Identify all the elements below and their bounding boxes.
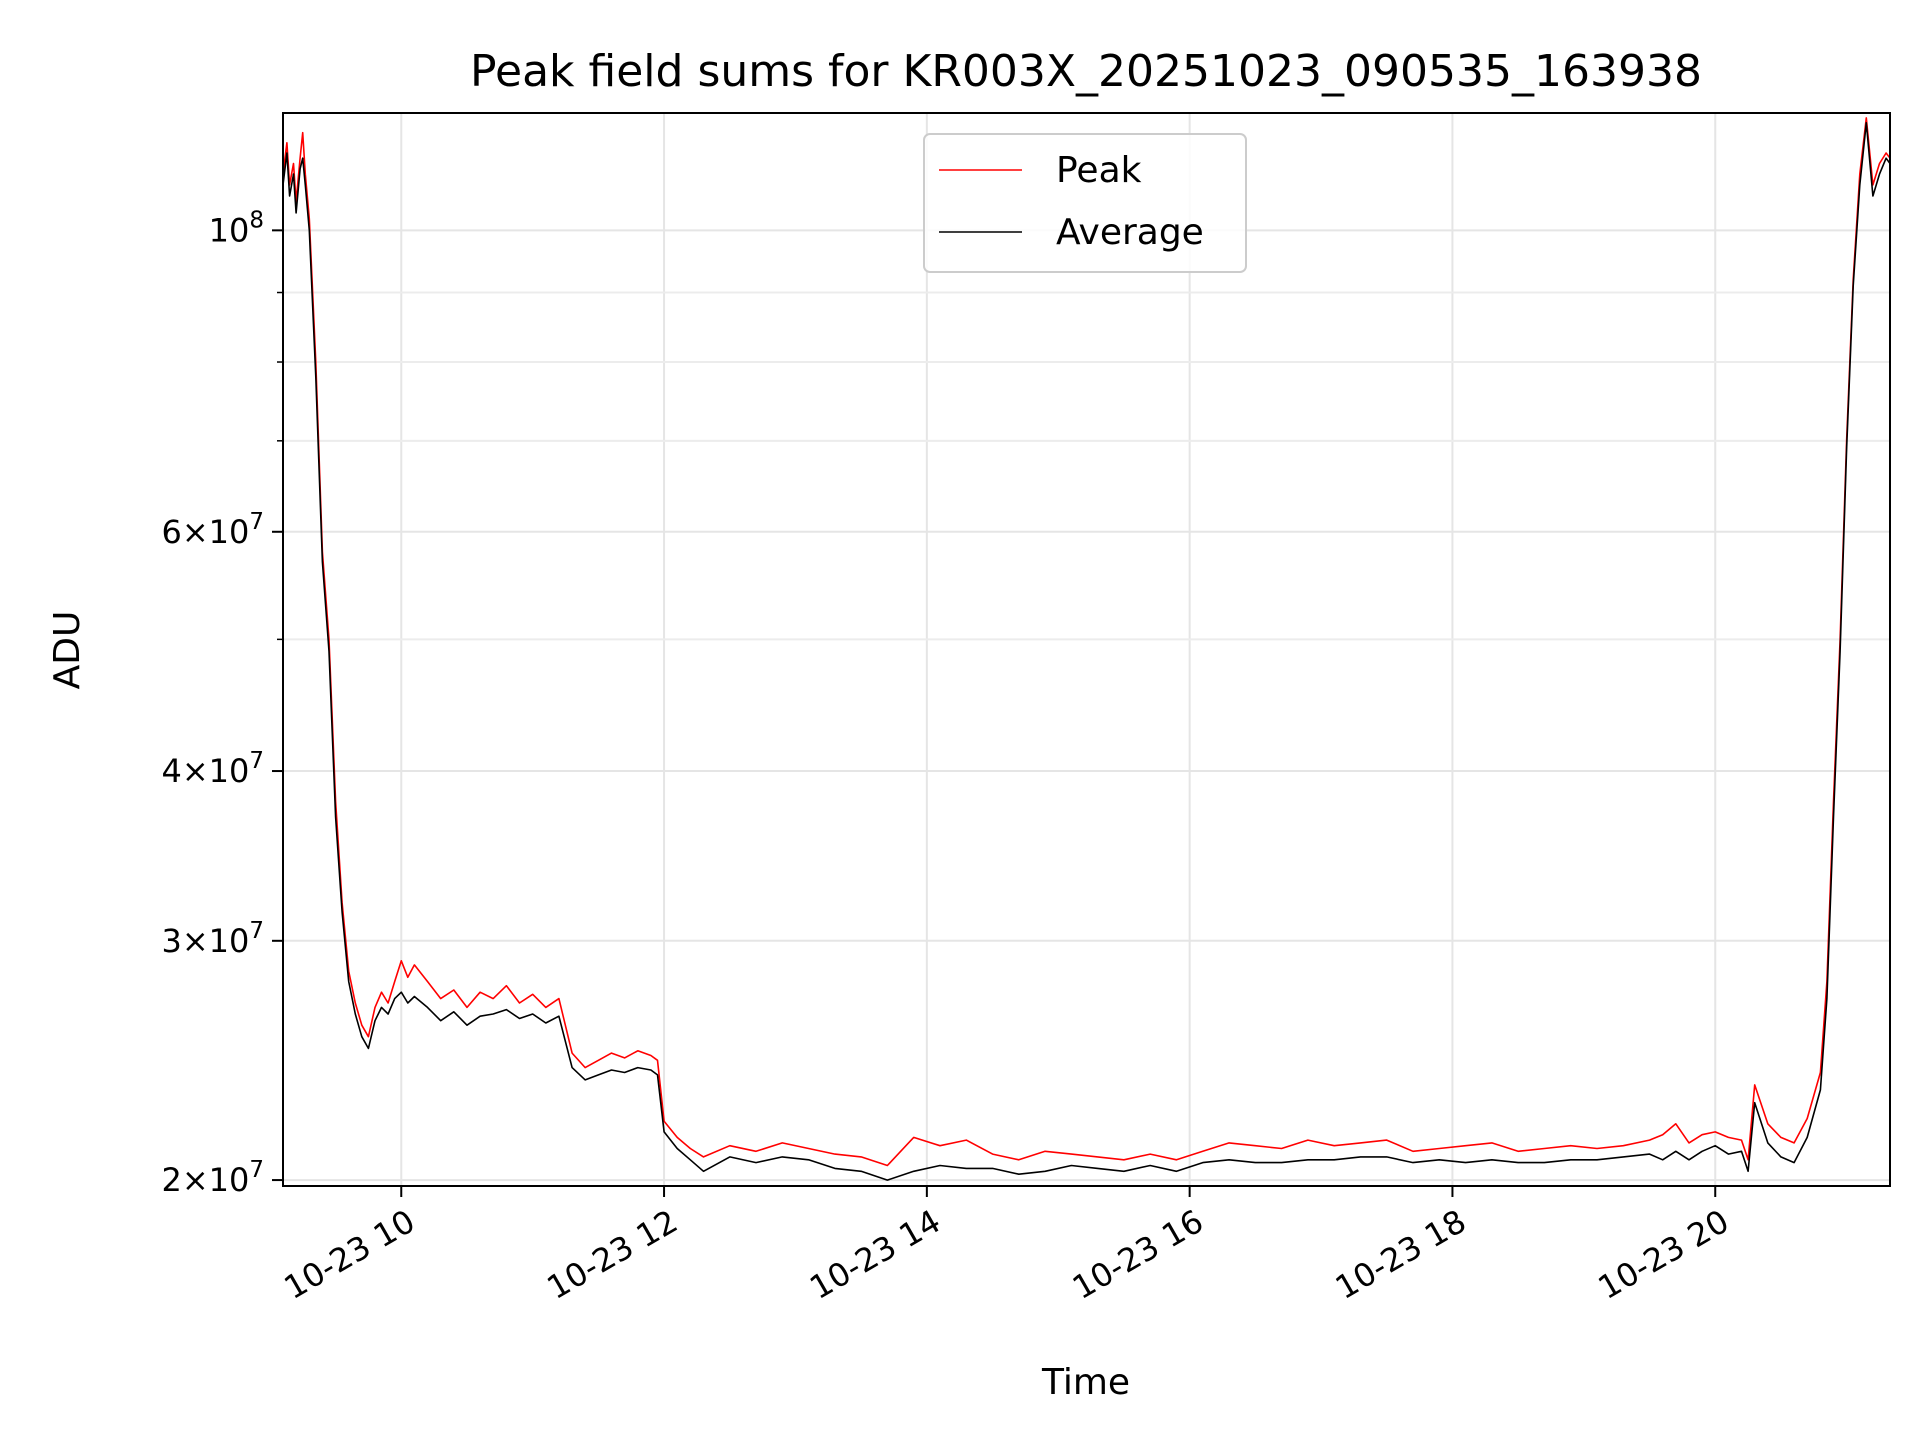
- y-tick-label: 6×107: [161, 509, 264, 551]
- legend: Peak Average: [923, 133, 1247, 273]
- y-axis-label: ADU: [47, 611, 88, 690]
- series-line-average: [282, 122, 1891, 1181]
- plot-frame: [282, 112, 1891, 1187]
- plot-area: [283, 113, 1890, 1186]
- series-line-peak: [282, 117, 1891, 1167]
- y-tick-label: 2×107: [161, 1157, 264, 1199]
- y-tick-label: 3×107: [161, 918, 264, 960]
- y-tick-label: 4×107: [161, 748, 264, 790]
- x-axis-label: Time: [1041, 1362, 1130, 1403]
- y-axis: 2×107 3×107 4×107 6×107 108: [161, 207, 283, 1199]
- chart-title: Peak field sums for KR003X_20251023_0905…: [470, 46, 1702, 97]
- series-layer: [282, 117, 1891, 1181]
- legend-label-average: Average: [1056, 212, 1204, 253]
- y-tick-label: 108: [209, 207, 264, 249]
- legend-box: [923, 133, 1247, 273]
- legend-label-peak: Peak: [1056, 150, 1142, 191]
